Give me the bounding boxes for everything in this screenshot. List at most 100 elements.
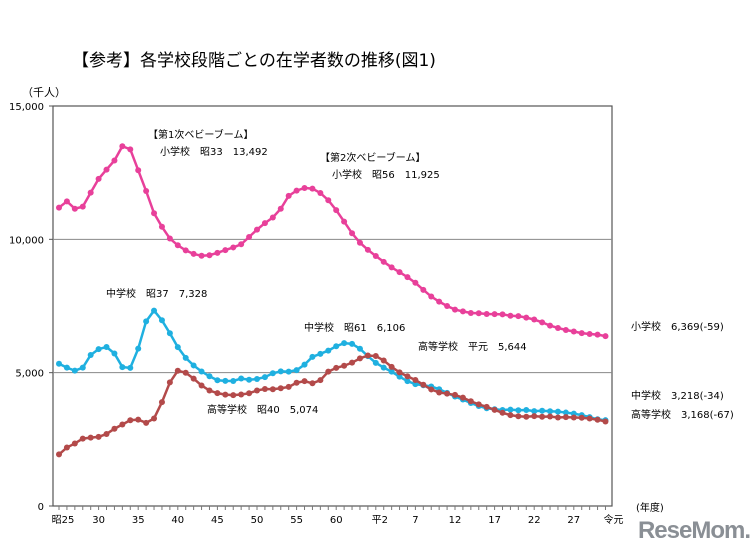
data-point xyxy=(483,310,490,317)
data-point xyxy=(71,205,78,212)
data-point xyxy=(507,412,514,419)
data-point xyxy=(230,377,237,384)
data-point xyxy=(87,189,94,196)
x-tick-label: 令元 xyxy=(603,513,623,526)
plot-area xyxy=(52,105,613,507)
data-point xyxy=(333,343,340,350)
data-point xyxy=(103,343,110,350)
data-point xyxy=(143,419,150,426)
data-point xyxy=(293,187,300,194)
data-point xyxy=(602,418,609,425)
data-point xyxy=(198,368,205,375)
data-point xyxy=(333,207,340,214)
data-point xyxy=(594,331,601,338)
data-point xyxy=(158,399,165,406)
y-tick-label: 0 xyxy=(38,502,44,513)
data-point xyxy=(206,387,213,394)
data-point xyxy=(356,355,363,362)
data-point xyxy=(372,253,379,260)
data-point xyxy=(95,346,102,353)
data-point xyxy=(277,385,284,392)
data-point xyxy=(71,440,78,447)
data-point xyxy=(111,157,118,164)
data-point xyxy=(562,409,569,416)
data-point xyxy=(523,407,530,413)
x-axis-unit: (年度) xyxy=(636,501,664,514)
data-point xyxy=(396,373,403,380)
series-line-1 xyxy=(58,308,606,422)
data-point xyxy=(325,368,332,375)
x-tick-label: 55 xyxy=(290,515,303,526)
annotation: 高等学校 平元 5,644 xyxy=(418,340,527,353)
data-point xyxy=(586,415,593,422)
data-point xyxy=(562,326,569,333)
x-tick-label: 30 xyxy=(92,515,105,526)
data-point xyxy=(380,258,387,265)
data-point xyxy=(151,210,158,217)
annotation: 小学校 昭33 13,492 xyxy=(160,145,268,158)
data-point xyxy=(246,390,253,397)
data-point xyxy=(372,353,379,360)
data-point xyxy=(547,408,554,415)
series-end-label: 高等学校 3,168(-67) xyxy=(631,408,734,421)
data-point xyxy=(388,368,395,375)
data-point xyxy=(135,167,142,174)
data-point xyxy=(261,386,268,393)
data-point xyxy=(71,367,78,374)
data-point xyxy=(222,247,229,254)
data-point xyxy=(119,143,126,150)
data-point xyxy=(459,394,466,401)
x-tick-label: 7 xyxy=(412,515,418,526)
data-point xyxy=(277,368,284,375)
data-point xyxy=(182,354,189,361)
data-point xyxy=(388,264,395,271)
data-point xyxy=(436,389,443,396)
data-point xyxy=(63,364,70,371)
data-point xyxy=(285,368,292,375)
data-point xyxy=(56,451,62,458)
data-point xyxy=(238,241,245,248)
data-point xyxy=(404,378,411,385)
chart-title: 【参考】各学校段階ごとの在学者数の推移(図1) xyxy=(72,51,436,71)
data-point xyxy=(452,391,458,398)
series-line-2 xyxy=(58,354,606,456)
data-point xyxy=(380,357,387,364)
data-point xyxy=(246,376,253,383)
data-point xyxy=(404,274,411,281)
data-point xyxy=(254,376,260,383)
data-point xyxy=(420,286,427,293)
data-point xyxy=(301,185,308,191)
data-point xyxy=(349,359,356,366)
data-point xyxy=(523,413,530,420)
x-tick-label: 50 xyxy=(251,515,264,526)
x-tick-label: 45 xyxy=(211,515,224,526)
data-point xyxy=(578,330,585,337)
data-point xyxy=(515,313,522,320)
data-point xyxy=(135,345,142,352)
data-point xyxy=(143,188,150,195)
data-point xyxy=(214,390,221,397)
data-point xyxy=(182,369,189,376)
data-point xyxy=(349,230,356,237)
series-line-0 xyxy=(58,144,606,338)
data-point xyxy=(87,434,94,441)
data-point xyxy=(388,363,395,370)
data-point xyxy=(119,421,126,428)
data-point xyxy=(554,324,561,331)
data-point xyxy=(317,189,324,196)
data-point xyxy=(444,390,451,397)
data-point xyxy=(396,369,403,376)
data-point xyxy=(491,406,498,413)
data-point xyxy=(246,233,253,240)
data-point xyxy=(539,407,546,414)
x-tick-label: 12 xyxy=(449,515,462,526)
x-tick-label: 平2 xyxy=(372,515,388,526)
data-point xyxy=(507,312,514,319)
data-point xyxy=(127,146,134,153)
data-point xyxy=(483,403,490,410)
data-point xyxy=(230,392,237,399)
data-point xyxy=(79,203,86,210)
data-point xyxy=(562,414,569,421)
data-point xyxy=(547,322,554,329)
x-tick-label: 17 xyxy=(488,515,501,526)
